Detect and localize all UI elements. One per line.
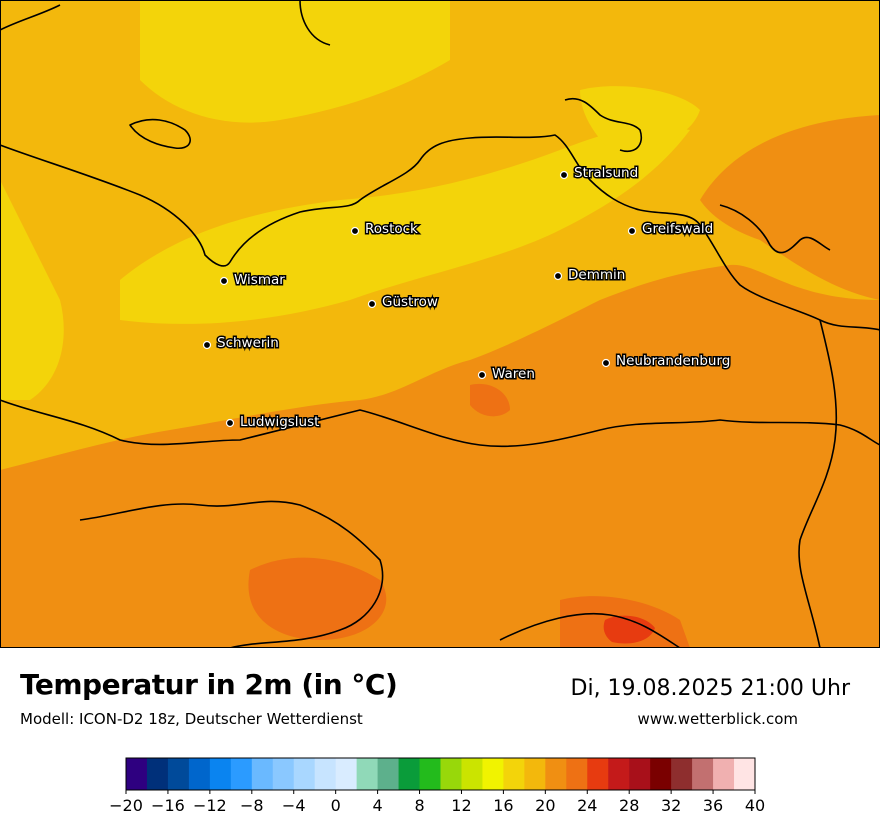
legend-tick-label: 40 bbox=[745, 796, 765, 815]
city-label: Neubrandenburg bbox=[616, 353, 730, 369]
temp-field-cool-3 bbox=[0, 180, 64, 400]
city-marker bbox=[225, 418, 235, 428]
legend-swatch bbox=[503, 758, 525, 790]
city-label: Güstrow bbox=[382, 294, 438, 310]
city-rostock[interactable]: Rostock bbox=[350, 220, 420, 239]
legend-swatch bbox=[209, 758, 232, 790]
legend-swatch bbox=[566, 758, 588, 790]
city-marker bbox=[367, 299, 377, 309]
city-waren[interactable]: Waren bbox=[477, 365, 536, 384]
legend-swatch bbox=[587, 758, 609, 790]
temp-field-hot-3 bbox=[470, 383, 510, 417]
color-legend: −20 −16 −12 −8 −4 0 4 8 12 16 20 24 28 32 36 40 bbox=[109, 757, 765, 815]
legend-swatch bbox=[293, 758, 316, 790]
legend-swatch bbox=[419, 758, 441, 790]
legend-swatch bbox=[545, 758, 567, 790]
legend-tick-label: −20 bbox=[109, 796, 143, 815]
city-label: Greifswald bbox=[642, 221, 713, 237]
temp-field-warm bbox=[0, 264, 880, 648]
city-ludwigslust[interactable]: Ludwigslust bbox=[225, 413, 321, 432]
temperature-map: Stralsund Rostock Greifswald Wismar Demm… bbox=[0, 0, 880, 648]
city-marker bbox=[219, 276, 229, 286]
city-marker bbox=[627, 226, 637, 236]
legend-tick-label: 36 bbox=[703, 796, 723, 815]
legend-swatch bbox=[629, 758, 651, 790]
city-label: Rostock bbox=[365, 221, 418, 237]
legend-swatch bbox=[650, 758, 672, 790]
temp-field-hot bbox=[248, 557, 387, 640]
legend-tick-label: −8 bbox=[240, 796, 264, 815]
legend-swatch bbox=[167, 758, 190, 790]
legend-swatch bbox=[461, 758, 483, 790]
temp-field-warm-east bbox=[700, 115, 880, 300]
legend-swatch bbox=[440, 758, 462, 790]
legend-swatch bbox=[251, 758, 274, 790]
legend-swatch bbox=[692, 758, 714, 790]
legend-tick-label: −16 bbox=[151, 796, 185, 815]
city-label: Demmin bbox=[568, 267, 625, 283]
legend-swatch bbox=[314, 758, 337, 790]
forecast-datetime: Di, 19.08.2025 21:00 Uhr bbox=[570, 676, 850, 701]
legend-tick-label: 8 bbox=[414, 796, 424, 815]
legend-swatch bbox=[734, 758, 756, 790]
city-label: Schwerin bbox=[217, 335, 279, 351]
legend-swatch bbox=[524, 758, 546, 790]
coastlines bbox=[0, 0, 880, 648]
city-marker bbox=[559, 170, 569, 180]
legend-swatch bbox=[608, 758, 630, 790]
legend-swatch bbox=[188, 758, 211, 790]
map-title: Temperatur in 2m (in °C) bbox=[20, 668, 398, 701]
legend-swatch bbox=[671, 758, 693, 790]
city-label: Waren bbox=[492, 366, 535, 382]
legend-frame bbox=[125, 757, 756, 791]
city-guestrow[interactable]: Güstrow bbox=[367, 293, 439, 312]
city-neubrandenburg[interactable]: Neubrandenburg bbox=[601, 352, 732, 371]
city-stralsund[interactable]: Stralsund bbox=[559, 164, 640, 183]
city-wismar[interactable]: Wismar bbox=[219, 271, 287, 290]
legend-tick-label: 20 bbox=[535, 796, 555, 815]
model-info: Modell: ICON-D2 18z, Deutscher Wetterdie… bbox=[20, 710, 363, 728]
legend-tick-label: −12 bbox=[193, 796, 227, 815]
legend-tick-label: 28 bbox=[619, 796, 639, 815]
city-greifswald[interactable]: Greifswald bbox=[627, 220, 715, 239]
legend-tick-label: 4 bbox=[373, 796, 383, 815]
legend-swatch bbox=[126, 758, 148, 790]
city-label: Stralsund bbox=[574, 165, 638, 181]
city-label: Ludwigslust bbox=[240, 414, 319, 430]
city-demmin[interactable]: Demmin bbox=[553, 266, 627, 285]
temp-field-hottest bbox=[603, 615, 655, 644]
footer: Temperatur in 2m (in °C) Modell: ICON-D2… bbox=[0, 648, 880, 830]
legend-swatch bbox=[356, 758, 379, 790]
legend-tick-label: 24 bbox=[577, 796, 597, 815]
legend-swatch bbox=[377, 758, 400, 790]
city-label: Wismar bbox=[234, 272, 285, 288]
legend-swatch bbox=[713, 758, 735, 790]
website-link[interactable]: www.wetterblick.com bbox=[637, 710, 798, 728]
legend-swatch bbox=[398, 758, 421, 790]
legend-tick-label: −4 bbox=[282, 796, 306, 815]
city-marker bbox=[553, 271, 563, 281]
legend-swatch bbox=[230, 758, 253, 790]
city-marker bbox=[477, 370, 487, 380]
legend-tick-label: 0 bbox=[331, 796, 341, 815]
city-marker bbox=[350, 226, 360, 236]
legend-tick-label: 16 bbox=[493, 796, 513, 815]
temp-field-cool bbox=[140, 0, 450, 123]
city-marker bbox=[202, 340, 212, 350]
legend-tick-label: 32 bbox=[661, 796, 681, 815]
temp-field-cool-4 bbox=[580, 86, 700, 150]
legend-tick-label: 12 bbox=[451, 796, 471, 815]
city-schwerin[interactable]: Schwerin bbox=[202, 334, 280, 353]
legend-swatch bbox=[272, 758, 295, 790]
city-marker bbox=[601, 358, 611, 368]
legend-swatch bbox=[482, 758, 504, 790]
legend-swatch bbox=[146, 758, 169, 790]
temp-field-cool-2 bbox=[120, 126, 690, 324]
legend-swatch bbox=[335, 758, 358, 790]
